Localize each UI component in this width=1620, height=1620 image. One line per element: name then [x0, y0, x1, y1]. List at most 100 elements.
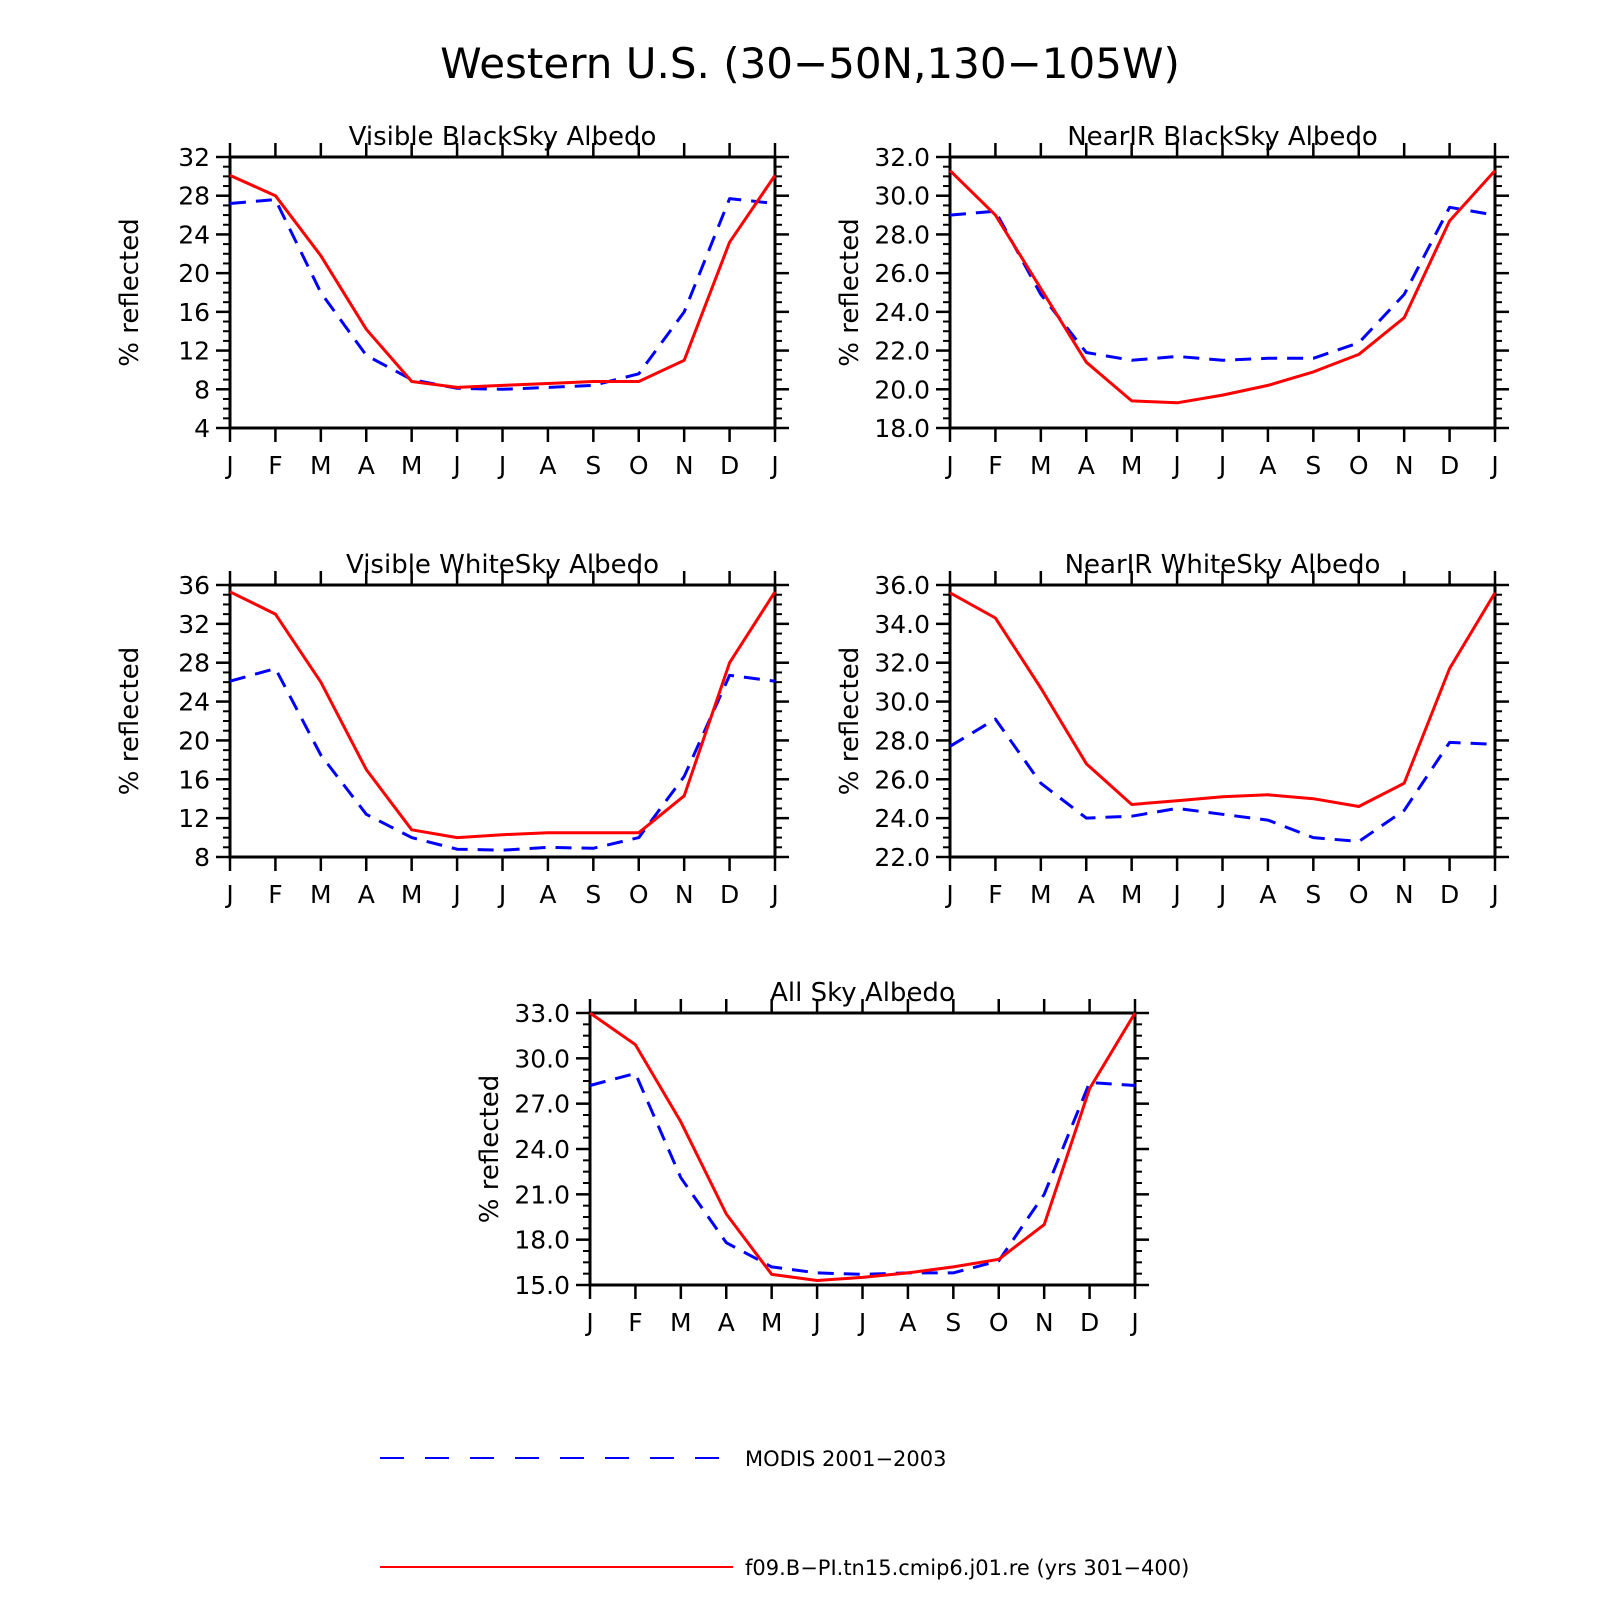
x-tick-label: N: [675, 451, 694, 480]
y-tick-label: 30.0: [874, 688, 930, 717]
x-tick-label: A: [539, 880, 556, 909]
y-tick-label: 24.0: [874, 298, 930, 327]
x-tick-label: D: [1440, 451, 1459, 480]
y-axis-label: % reflected: [835, 218, 865, 366]
y-tick-label: 30.0: [514, 1044, 570, 1073]
plot-frame: [588, 1011, 1137, 1287]
x-tick-label: J: [944, 880, 953, 909]
x-tick-label: J: [1489, 451, 1498, 480]
x-tick-label: J: [451, 880, 460, 909]
y-tick-label: 8: [194, 843, 210, 872]
y-tick-label: 20: [178, 259, 210, 288]
plot-frame: [948, 583, 1497, 859]
x-tick-label: F: [268, 451, 282, 480]
y-tick-label: 18.0: [874, 414, 930, 443]
x-tick-label: D: [1080, 1308, 1099, 1337]
y-tick-label: 34.0: [874, 610, 930, 639]
x-tick-label: S: [945, 1308, 961, 1337]
x-tick-label: O: [629, 880, 649, 909]
x-tick-label: N: [675, 880, 694, 909]
x-tick-label: A: [358, 880, 375, 909]
series-line-modis: [589, 1071, 1136, 1276]
series-line-modis: [229, 667, 776, 852]
x-tick-label: J: [769, 451, 778, 480]
x-tick-label: F: [988, 880, 1002, 909]
x-tick-label: A: [899, 1308, 916, 1337]
y-tick-label: 4: [194, 414, 210, 443]
x-tick-label: J: [1171, 880, 1180, 909]
y-tick-label: 24.0: [514, 1135, 570, 1164]
x-tick-label: S: [585, 451, 601, 480]
x-tick-label: D: [1440, 880, 1459, 909]
legend: MODIS 2001−2003 f09.B−PI.tn15.cmip6.j01.r…: [380, 1447, 1189, 1580]
x-tick-label: O: [989, 1308, 1009, 1337]
y-tick-label: 36.0: [874, 571, 930, 600]
x-tick-label: M: [670, 1308, 692, 1337]
x-tick-label: J: [769, 880, 778, 909]
y-axis-label: % reflected: [475, 1075, 505, 1223]
y-tick-label: 16: [178, 765, 210, 794]
y-tick-label: 20: [178, 726, 210, 755]
legend-label: MODIS 2001−2003: [745, 1447, 947, 1471]
y-tick-label: 28.0: [874, 726, 930, 755]
x-tick-label: O: [1349, 880, 1369, 909]
y-tick-label: 12: [178, 804, 210, 833]
x-tick-label: J: [451, 451, 460, 480]
y-tick-label: 15.0: [514, 1271, 570, 1300]
x-tick-label: M: [401, 451, 423, 480]
y-axis-label: % reflected: [835, 647, 865, 795]
series-line-model: [949, 591, 1497, 808]
x-tick-label: M: [1121, 451, 1143, 480]
x-tick-label: A: [1078, 451, 1095, 480]
y-tick-label: 20.0: [874, 375, 930, 404]
x-tick-label: M: [1121, 880, 1143, 909]
x-tick-label: F: [628, 1308, 642, 1337]
x-tick-label: M: [761, 1308, 783, 1337]
x-tick-label: A: [358, 451, 375, 480]
y-tick-label: 28.0: [874, 220, 930, 249]
x-tick-label: A: [1078, 880, 1095, 909]
x-tick-label: J: [857, 1308, 866, 1337]
y-tick-label: 21.0: [514, 1180, 570, 1209]
x-tick-label: J: [224, 880, 233, 909]
x-tick-label: A: [718, 1308, 735, 1337]
x-tick-label: O: [1349, 451, 1369, 480]
x-tick-label: D: [720, 451, 739, 480]
plot-frame: [948, 155, 1497, 430]
x-tick-label: N: [1395, 451, 1414, 480]
x-tick-label: J: [1171, 451, 1180, 480]
x-tick-label: A: [1259, 451, 1276, 480]
x-tick-label: M: [310, 451, 332, 480]
y-tick-label: 32: [178, 143, 210, 172]
y-tick-label: 22.0: [874, 843, 930, 872]
series-line-model: [229, 590, 777, 840]
series-line-model: [229, 174, 777, 389]
series-line-model: [948, 169, 1497, 405]
x-tick-label: S: [1305, 451, 1321, 480]
x-tick-label: J: [1217, 451, 1226, 480]
x-tick-label: J: [1129, 1308, 1138, 1337]
y-tick-label: 32.0: [874, 649, 930, 678]
x-tick-label: J: [1217, 880, 1226, 909]
y-tick-label: 27.0: [514, 1090, 570, 1119]
y-axis-label: % reflected: [115, 647, 145, 795]
y-tick-label: 30.0: [874, 182, 930, 211]
x-tick-label: S: [1305, 880, 1321, 909]
y-tick-label: 28: [178, 649, 210, 678]
x-tick-label: D: [720, 880, 739, 909]
y-tick-label: 18.0: [514, 1226, 570, 1255]
plot-frame: [228, 583, 777, 859]
x-tick-label: J: [224, 451, 233, 480]
legend-label: f09.B−PI.tn15.cmip6.j01.re (yrs 301−400): [745, 1556, 1189, 1580]
x-tick-label: J: [1489, 880, 1498, 909]
x-tick-label: F: [268, 880, 282, 909]
y-tick-label: 22.0: [874, 337, 930, 366]
x-tick-label: S: [585, 880, 601, 909]
y-tick-label: 12: [178, 337, 210, 366]
